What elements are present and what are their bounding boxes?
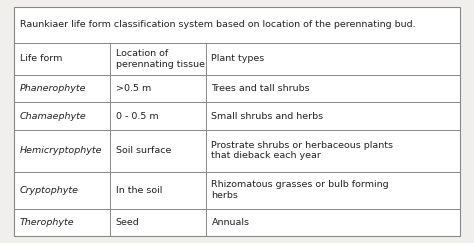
Text: Seed: Seed: [116, 218, 139, 227]
Text: Soil surface: Soil surface: [116, 146, 171, 155]
Text: Location of
perennating tissue: Location of perennating tissue: [116, 49, 205, 69]
Text: Phanerophyte: Phanerophyte: [20, 84, 86, 93]
Text: >0.5 m: >0.5 m: [116, 84, 151, 93]
Text: Life form: Life form: [20, 54, 62, 63]
Text: Trees and tall shrubs: Trees and tall shrubs: [211, 84, 310, 93]
Text: Chamaephyte: Chamaephyte: [20, 112, 87, 121]
Text: Hemicryptophyte: Hemicryptophyte: [20, 146, 102, 155]
Text: 0 - 0.5 m: 0 - 0.5 m: [116, 112, 158, 121]
Text: Plant types: Plant types: [211, 54, 265, 63]
Text: In the soil: In the soil: [116, 186, 162, 195]
Text: Annuals: Annuals: [211, 218, 249, 227]
Text: Raunkiaer life form classification system based on location of the perennating b: Raunkiaer life form classification syste…: [20, 20, 416, 29]
Text: Prostrate shrubs or herbaceous plants
that dieback each year: Prostrate shrubs or herbaceous plants th…: [211, 141, 393, 160]
Text: Cryptophyte: Cryptophyte: [20, 186, 79, 195]
Text: Small shrubs and herbs: Small shrubs and herbs: [211, 112, 324, 121]
Text: Rhizomatous grasses or bulb forming
herbs: Rhizomatous grasses or bulb forming herb…: [211, 181, 389, 200]
Text: Therophyte: Therophyte: [20, 218, 74, 227]
